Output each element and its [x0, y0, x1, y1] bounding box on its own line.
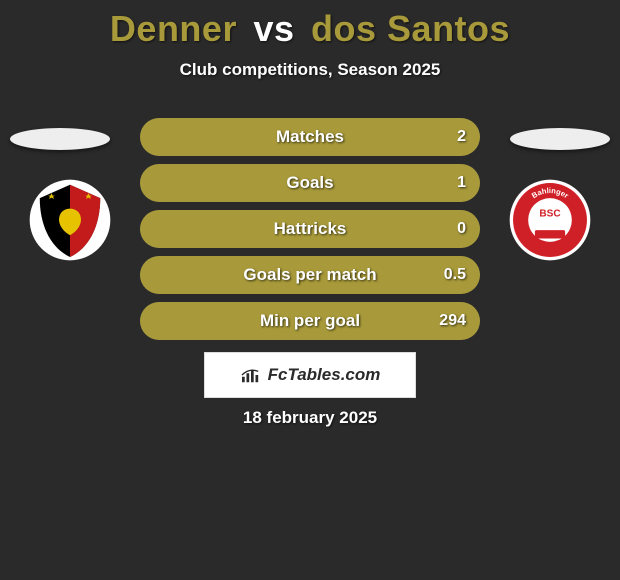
brand-label: FcTables.com — [268, 365, 381, 385]
bar-chart-icon — [240, 366, 262, 384]
stat-label: Min per goal — [260, 311, 360, 331]
stat-value-right: 2 — [457, 128, 466, 146]
stat-row: Goals 1 — [140, 164, 480, 202]
subtitle: Club competitions, Season 2025 — [0, 60, 620, 80]
stat-value-right: 294 — [439, 312, 466, 330]
page-title: Denner vs dos Santos — [0, 0, 620, 50]
stat-row: Matches 2 — [140, 118, 480, 156]
stat-row: Min per goal 294 — [140, 302, 480, 340]
stat-value-right: 0 — [457, 220, 466, 238]
stat-row: Goals per match 0.5 — [140, 256, 480, 294]
stat-value-right: 0.5 — [444, 266, 466, 284]
stat-label: Goals per match — [243, 265, 376, 285]
stat-label: Matches — [276, 127, 344, 147]
stat-value-right: 1 — [457, 174, 466, 192]
player-1-name: Denner — [110, 8, 237, 49]
stat-label: Goals — [286, 173, 333, 193]
player-2-name: dos Santos — [311, 8, 510, 49]
date-label: 18 february 2025 — [243, 408, 377, 428]
source-attribution: FcTables.com — [204, 352, 416, 398]
versus-label: vs — [253, 8, 294, 49]
stat-label: Hattricks — [274, 219, 347, 239]
stat-row: Hattricks 0 — [140, 210, 480, 248]
stats-container: Matches 2 Goals 1 Hattricks 0 Goals per match 0… — [0, 118, 620, 348]
